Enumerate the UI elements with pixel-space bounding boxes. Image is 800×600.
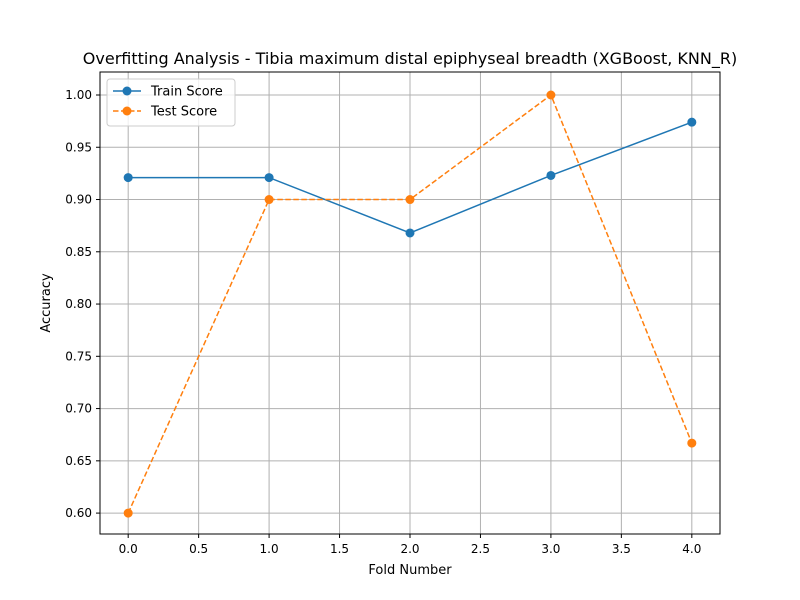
legend-label-test-score: Test Score <box>150 105 217 120</box>
y-tick-label: 0.70 <box>65 402 92 416</box>
chart-title: Overfitting Analysis - Tibia maximum dis… <box>83 49 737 69</box>
test-score-point <box>687 438 697 448</box>
y-tick-label: 0.80 <box>65 297 92 311</box>
x-tick-label: 2.5 <box>471 542 490 556</box>
legend-marker-test-score <box>122 106 132 116</box>
x-tick-label: 2.0 <box>400 542 419 556</box>
x-tick-label: 3.5 <box>612 542 631 556</box>
test-score-point <box>405 195 415 205</box>
x-tick-label: 0.0 <box>119 542 138 556</box>
y-tick-label: 0.65 <box>65 454 92 468</box>
train-score-point <box>123 173 133 183</box>
train-score-point <box>264 173 274 183</box>
x-tick-label: 0.5 <box>189 542 208 556</box>
legend: Train Score Test Score <box>106 78 236 127</box>
train-score-point <box>687 117 697 127</box>
train-score-point <box>405 228 415 238</box>
ticks: 0.0 0.5 1.0 1.5 2.0 2.5 3.0 3.5 4.0 0.60 0.65 0.70 0… <box>65 88 701 556</box>
y-tick-label: 0.95 <box>65 140 92 154</box>
x-tick-label: 1.5 <box>330 542 349 556</box>
legend-label-train-score: Train Score <box>150 85 223 100</box>
series-layer <box>123 90 697 518</box>
y-tick-label: 0.85 <box>65 245 92 259</box>
legend-marker-train-score <box>122 86 132 96</box>
y-tick-label: 0.75 <box>65 349 92 363</box>
y-axis-label: Accuracy <box>39 273 54 333</box>
x-tick-label: 3.0 <box>541 542 560 556</box>
test-score-point <box>546 90 556 100</box>
y-tick-label: 0.90 <box>65 193 92 207</box>
x-axis-label: Fold Number <box>368 563 452 578</box>
test-score-point <box>264 195 274 205</box>
y-tick-label: 1.00 <box>65 88 92 102</box>
y-tick-label: 0.60 <box>65 506 92 520</box>
x-tick-label: 4.0 <box>682 542 701 556</box>
test-score-point <box>123 508 133 518</box>
train-score-point <box>546 170 556 180</box>
x-tick-label: 1.0 <box>260 542 279 556</box>
